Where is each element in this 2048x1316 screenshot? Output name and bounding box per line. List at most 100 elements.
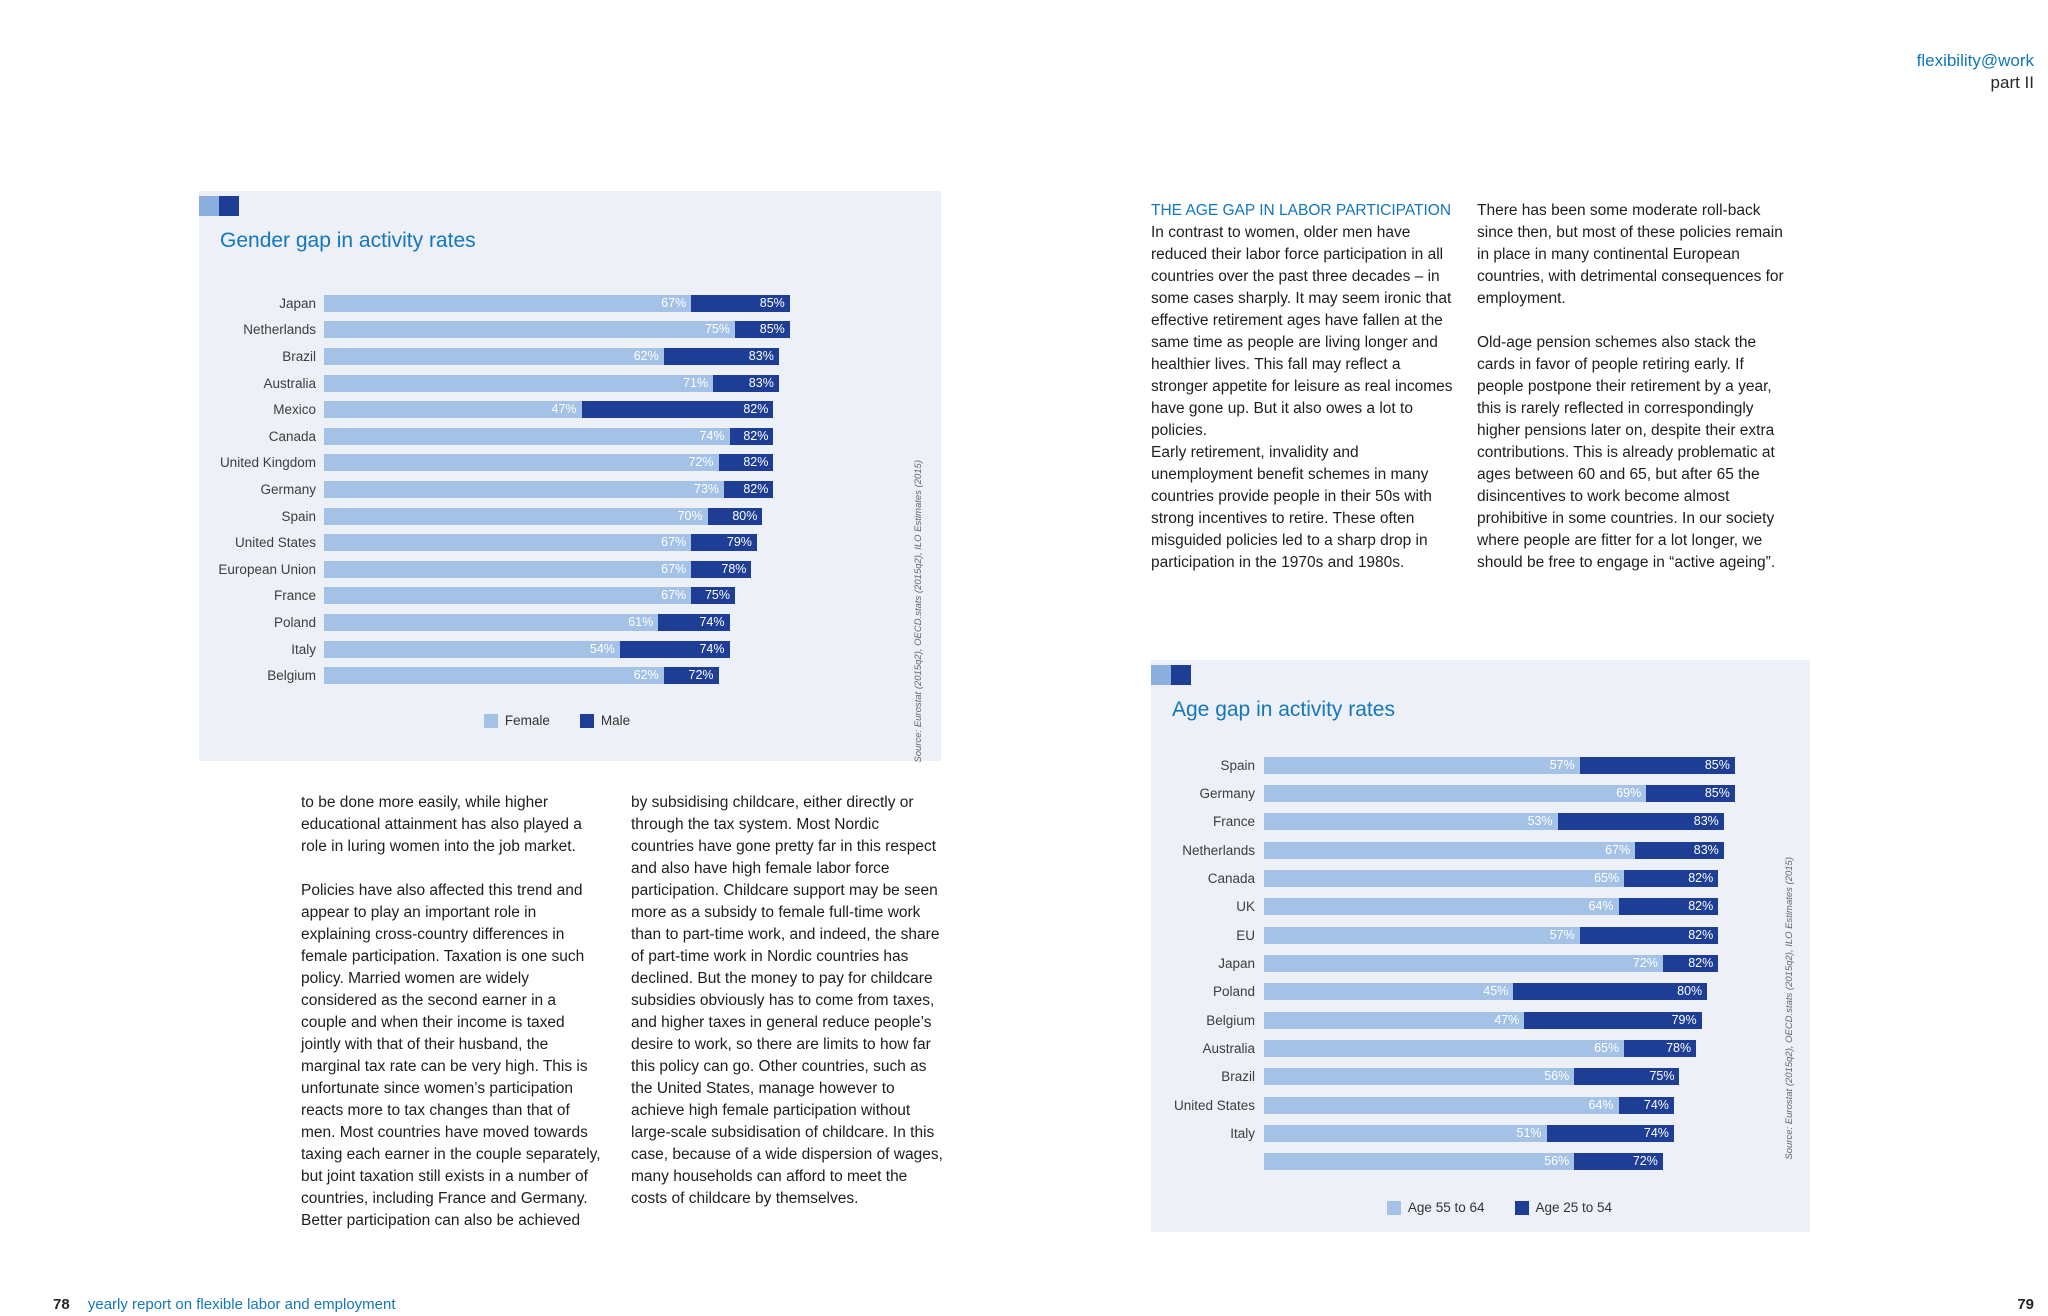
value-label: 70% xyxy=(677,508,703,523)
value-label: 56% xyxy=(1544,1154,1570,1169)
bar: 67% 78% xyxy=(324,560,752,578)
bar: 74% 82% xyxy=(324,427,774,445)
chart-row: Netherlands 67% 83% xyxy=(1151,836,1735,864)
bar-segment-series1: 56% xyxy=(1264,1068,1575,1086)
page-number-left: 78 xyxy=(53,1296,70,1313)
value-label: 61% xyxy=(628,614,654,629)
value-label: 74% xyxy=(1643,1126,1669,1141)
category-label: Belgium xyxy=(1206,1012,1255,1028)
chart-row: Japan 67% 85% xyxy=(199,290,790,317)
bar-segment-series1: 45% xyxy=(1264,983,1514,1001)
value-label: 78% xyxy=(721,561,747,576)
decor-square-light xyxy=(1151,665,1171,685)
paragraph: by subsidising childcare, either directl… xyxy=(631,794,943,1207)
bar: 53% 83% xyxy=(1264,813,1724,831)
value-label: 80% xyxy=(1677,984,1703,999)
bar: 45% 80% xyxy=(1264,983,1708,1001)
chart-row: Japan 72% 82% xyxy=(1151,949,1735,977)
bar-segment-series2: 74% xyxy=(1546,1125,1674,1143)
bar-segment-series1: 54% xyxy=(324,640,620,658)
report-title: yearly report on flexible labor and empl… xyxy=(87,1296,396,1313)
value-label: 57% xyxy=(1549,927,1575,942)
chart-source-note: Source: Eurostat (2015q2), OECD.stats (2… xyxy=(1784,857,1795,1160)
chart-row: Poland 45% 80% xyxy=(1151,978,1735,1006)
decor-square-dark xyxy=(219,196,239,216)
bar-segment-series1: 71% xyxy=(324,374,714,392)
value-label: 75% xyxy=(704,322,730,337)
age-gap-chart-card: Age gap in activity rates Spain 57% 85% Ger… xyxy=(1151,660,1810,1232)
bar-segment-series2: 78% xyxy=(691,560,752,578)
bar-segment-series1: 57% xyxy=(1264,926,1580,944)
bar-segment-series2: 80% xyxy=(1513,983,1708,1001)
bar-segment-series1: 65% xyxy=(1264,870,1625,888)
bar: 67% 79% xyxy=(324,534,757,552)
bar-segment-series1: 53% xyxy=(1264,813,1558,831)
bar: 69% 85% xyxy=(1264,785,1735,803)
bar: 67% 75% xyxy=(324,587,735,605)
bar-segment-series2: 74% xyxy=(619,640,730,658)
bar-segment-series1: 62% xyxy=(324,667,664,685)
bar-segment-series2: 82% xyxy=(1579,926,1719,944)
bar-segment-series1: 65% xyxy=(1264,1040,1625,1058)
bar: 56% 75% xyxy=(1264,1068,1680,1086)
value-label: 82% xyxy=(743,481,769,496)
value-label: 83% xyxy=(748,348,774,363)
legend-item: Age 55 to 64 xyxy=(1386,1200,1485,1215)
bar: 51% 74% xyxy=(1264,1125,1674,1143)
value-label: 80% xyxy=(732,508,758,523)
paragraph: In contrast to women, older men have red… xyxy=(1151,224,1453,439)
bar-segment-series2: 78% xyxy=(1624,1040,1697,1058)
bar: 67% 83% xyxy=(1264,841,1724,859)
chart-row: Brazil 62% 83% xyxy=(199,343,790,370)
category-label: Australia xyxy=(1202,1041,1255,1057)
chart-row: Netherlands 75% 85% xyxy=(199,317,790,344)
value-label: 73% xyxy=(694,481,720,496)
chart-row: United States 67% 79% xyxy=(199,529,790,556)
category-label: France xyxy=(273,588,316,604)
bar: 64% 74% xyxy=(1264,1096,1674,1114)
value-label: 53% xyxy=(1527,814,1553,829)
chart-row: Australia 65% 78% xyxy=(1151,1034,1735,1062)
category-label: Netherlands xyxy=(1182,842,1255,858)
category-label: UK xyxy=(1236,899,1255,915)
chart-title: Gender gap in activity rates xyxy=(220,229,476,252)
chart-row: Germany 73% 82% xyxy=(199,476,790,503)
bar-segment-series1: 64% xyxy=(1264,1096,1619,1114)
category-label: Brazil xyxy=(1221,1069,1255,1085)
bar-segment-series2: 82% xyxy=(581,401,774,419)
bar-segment-series2: 83% xyxy=(1635,841,1724,859)
legend-label: Female xyxy=(504,713,550,728)
paragraph: There has been some moderate roll-back s… xyxy=(1477,202,1784,307)
bar-segment-series1: 75% xyxy=(324,321,735,339)
bar-segment-series2: 83% xyxy=(1557,813,1724,831)
value-label: 67% xyxy=(1605,842,1631,857)
value-label: 65% xyxy=(1594,871,1620,886)
bar-segment-series2: 74% xyxy=(658,613,730,631)
value-label: 74% xyxy=(1643,1097,1669,1112)
paragraph: Policies have also affected this trend a… xyxy=(301,882,601,1229)
chart-row: Italy 51% 74% xyxy=(1151,1119,1735,1147)
chart-row: United Kingdom 72% 82% xyxy=(199,450,790,477)
decor-squares xyxy=(1151,665,1191,685)
right-page-column-2: There has been some moderate roll-back s… xyxy=(1477,200,1787,574)
chart-row: Spain 70% 80% xyxy=(199,503,790,530)
category-label: Italy xyxy=(1230,1126,1255,1142)
chart-row: Germany 69% 85% xyxy=(1151,779,1735,807)
bar-segment-series1: 61% xyxy=(324,613,659,631)
chart-row: UK 64% 82% xyxy=(1151,893,1735,921)
legend-item: Male xyxy=(579,713,630,728)
left-page-column-1: to be done more easily, while higher edu… xyxy=(301,792,603,1232)
bar-segment-series2: 75% xyxy=(691,587,735,605)
bar: 65% 78% xyxy=(1264,1040,1697,1058)
chart-row: Italy 54% 74% xyxy=(199,636,790,663)
category-label: Japan xyxy=(1218,956,1255,972)
category-label: EU xyxy=(1236,927,1255,943)
right-page-column-1: THE AGE GAP IN LABOR PARTICIPATION In co… xyxy=(1151,200,1459,574)
value-label: 47% xyxy=(551,402,577,417)
value-label: 85% xyxy=(759,295,785,310)
category-label: Germany xyxy=(1199,786,1255,802)
bar: 47% 79% xyxy=(1264,1011,1702,1029)
chart-row: Canada 65% 82% xyxy=(1151,864,1735,892)
chart-row: Poland 61% 74% xyxy=(199,609,790,636)
value-label: 85% xyxy=(1704,786,1730,801)
